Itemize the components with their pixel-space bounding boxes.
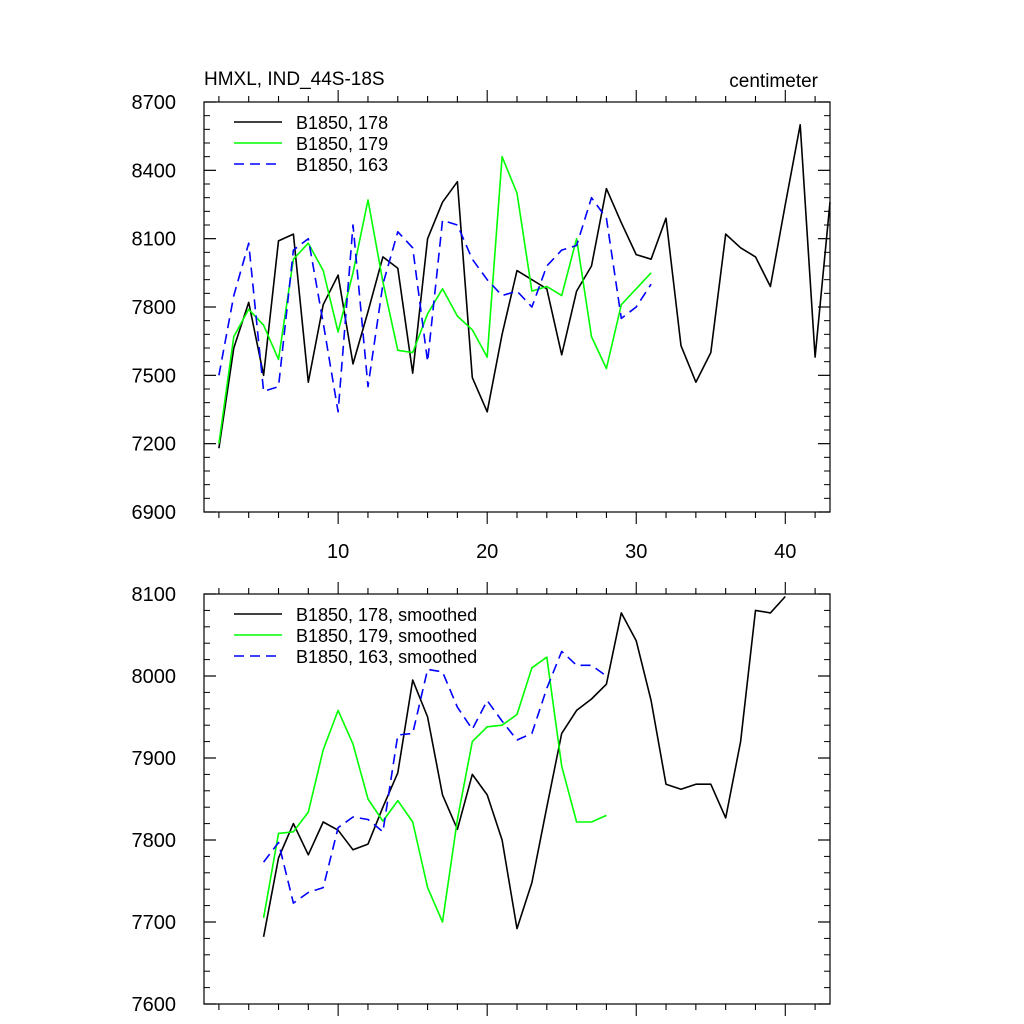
y-tick-label: 7500: [132, 365, 177, 387]
series-line-b1850-178: [218, 124, 831, 449]
units-label: centimeter: [729, 71, 818, 92]
legend-label: B1850, 179: [296, 134, 388, 154]
series-line-b1850-179-smoothed: [262, 656, 607, 923]
chart-title: HMXL, IND_44S-18S: [204, 69, 385, 90]
legend-label: B1850, 163: [296, 155, 388, 175]
x-tick-label: 20: [476, 541, 498, 563]
series-line-b1850-163-smoothed: [262, 650, 607, 904]
legend-label: B1850, 163, smoothed: [296, 647, 477, 667]
y-tick-label: 7900: [132, 748, 177, 770]
x-tick-label: 10: [327, 541, 349, 563]
y-tick-label: 8700: [132, 92, 177, 114]
y-tick-label: 7600: [132, 994, 177, 1016]
plot-panel-1: 6900 7200 7500 7800 8100 8400 8700 10 20 30 40 B185…: [132, 90, 831, 563]
series-line-b1850-178-smoothed: [262, 595, 786, 937]
legend-label: B1850, 179, smoothed: [296, 626, 477, 646]
x-tick-label: 30: [625, 541, 647, 563]
y-tick-label: 7800: [132, 297, 177, 319]
y-tick-label: 7700: [132, 912, 177, 934]
series-line-b1850-163: [218, 196, 652, 413]
y-tick-label: 7800: [132, 830, 177, 852]
y-tick-label: 8000: [132, 666, 177, 688]
y-tick-label: 7200: [132, 434, 177, 456]
y-tick-label: 8100: [132, 584, 177, 606]
plot-panel-2: 7600 7700 7800 7900 8000 8100 B1850, 178, smoo…: [132, 582, 831, 1016]
legend-label: B1850, 178: [296, 113, 388, 133]
y-tick-label: 8100: [132, 229, 177, 251]
x-tick-label: 40: [774, 541, 796, 563]
y-tick-label: 8400: [132, 160, 177, 182]
series-line-b1850-179: [218, 155, 652, 444]
legend-label: B1850, 178, smoothed: [296, 605, 477, 625]
y-tick-label: 6900: [132, 502, 177, 524]
